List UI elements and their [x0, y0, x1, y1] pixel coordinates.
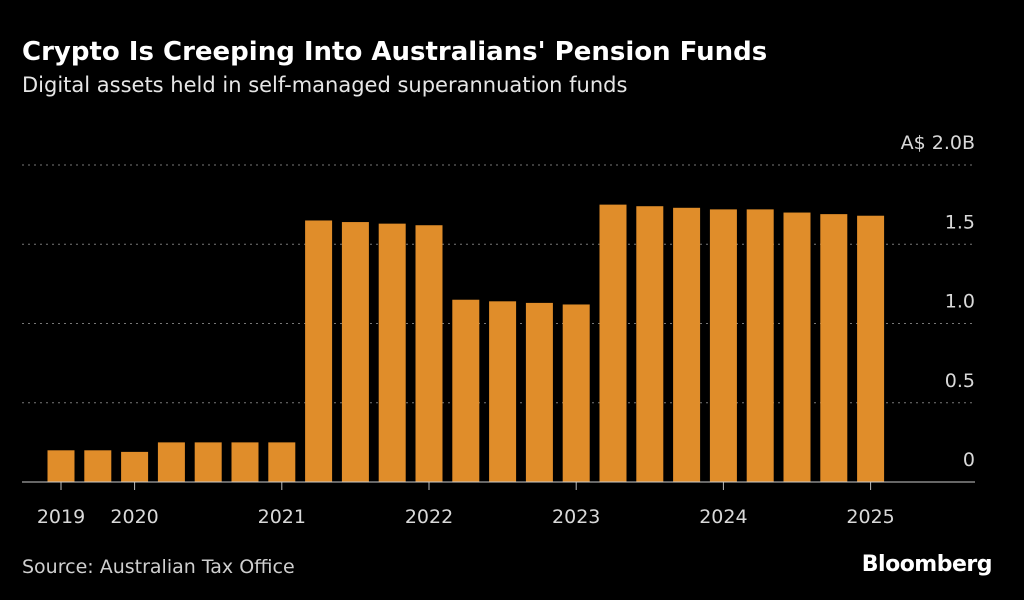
- bar: [268, 442, 296, 482]
- bar: [415, 225, 443, 483]
- source: Source: Australian Tax Office: [22, 556, 295, 578]
- bar: [783, 212, 811, 483]
- y-tick-label: 1.0: [945, 291, 975, 313]
- x-tick-label: 2023: [552, 506, 600, 528]
- x-tick-label: 2022: [405, 506, 453, 528]
- y-tick-label: 1.5: [945, 211, 975, 233]
- bar: [452, 299, 480, 482]
- chart-title: Crypto Is Creeping Into Australians' Pen…: [22, 37, 767, 67]
- bar: [599, 204, 627, 482]
- bar: [562, 304, 590, 482]
- bar: [231, 442, 259, 482]
- x-tick-label: 2021: [258, 506, 306, 528]
- x-tick-label: 2025: [846, 506, 894, 528]
- y-tick-label: A$ 2.0B: [901, 132, 975, 154]
- bar: [857, 215, 885, 482]
- bar: [84, 450, 112, 482]
- bar: [489, 301, 517, 482]
- bar: [709, 209, 737, 482]
- y-tick-label: 0: [963, 449, 975, 471]
- x-tick-label: 2024: [699, 506, 747, 528]
- y-tick-label: 0.5: [945, 370, 975, 392]
- x-tick-label: 2019: [37, 506, 85, 528]
- bar: [525, 302, 553, 482]
- bar: [194, 442, 222, 482]
- chart-subtitle: Digital assets held in self-managed supe…: [22, 73, 627, 97]
- bar: [820, 214, 848, 482]
- bar: [378, 223, 406, 482]
- bar: [673, 207, 701, 483]
- bar: [636, 206, 664, 482]
- bar: [121, 451, 149, 482]
- brand: Bloomberg: [862, 552, 992, 577]
- x-tick-label: 2020: [110, 506, 158, 528]
- bar: [47, 450, 75, 482]
- bar: [305, 220, 333, 482]
- bar: [157, 442, 185, 482]
- bar: [341, 222, 369, 482]
- bar: [746, 209, 774, 482]
